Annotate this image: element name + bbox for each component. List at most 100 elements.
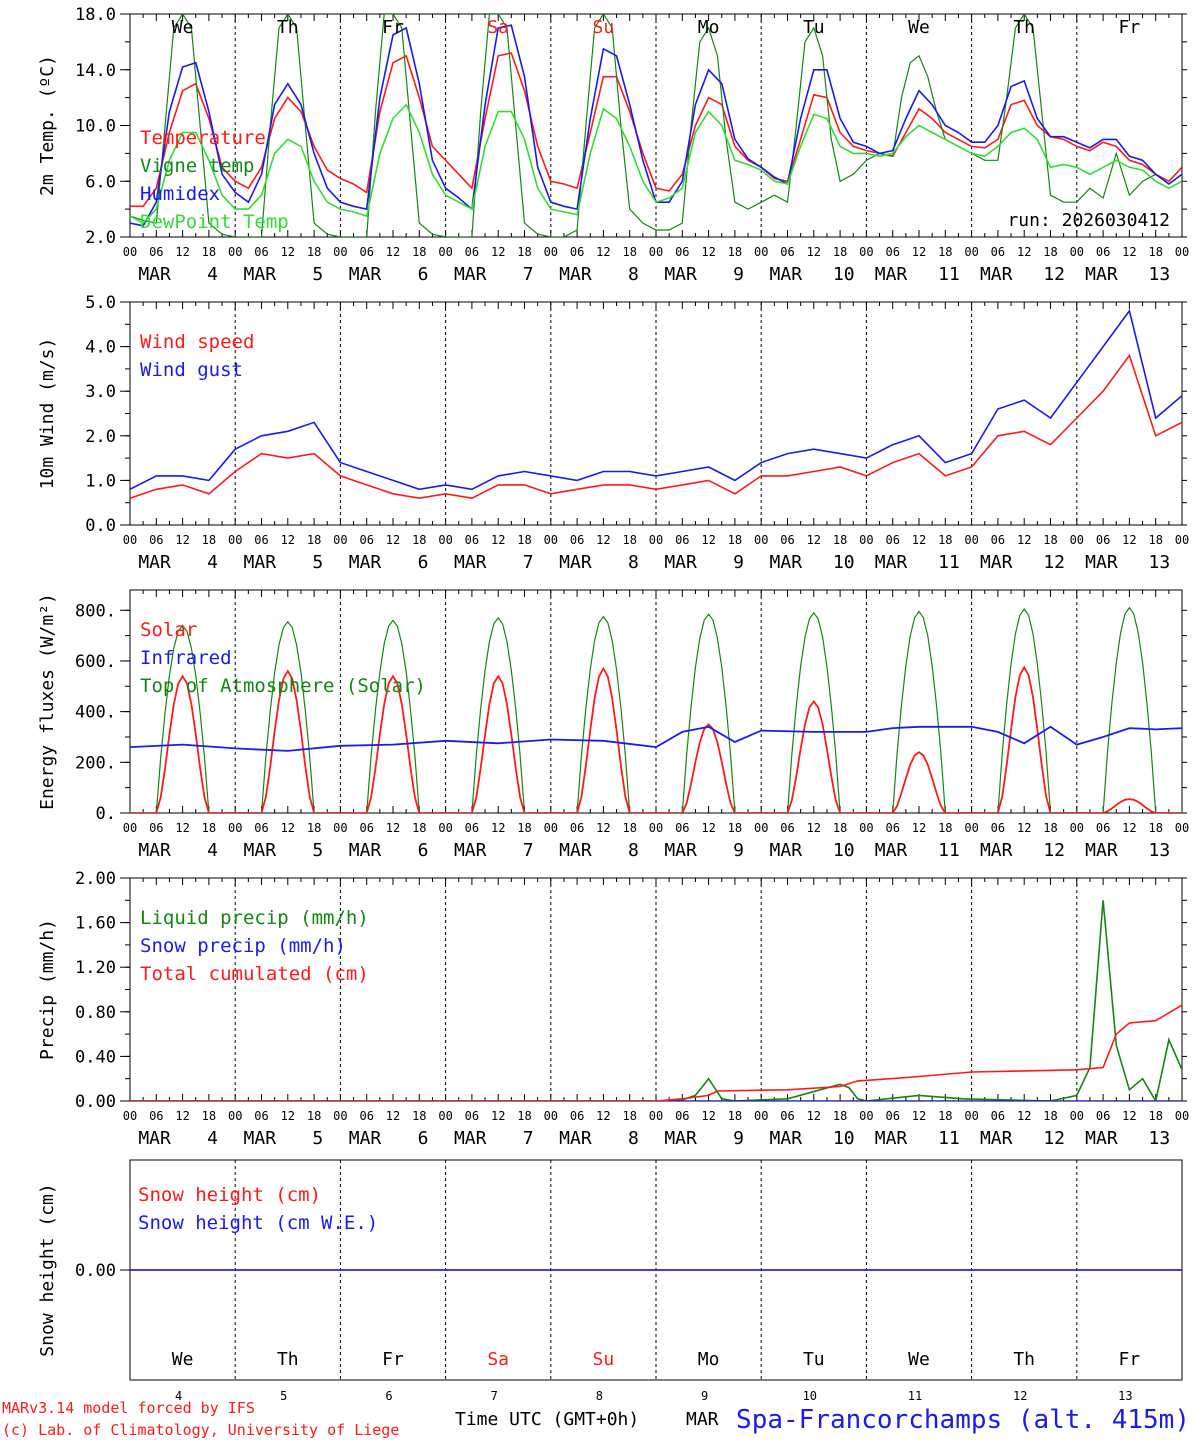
wind-hour-tick-label: 18: [833, 533, 847, 547]
temp-hour-tick-label: 06: [1096, 245, 1110, 259]
temp-month-label: MAR: [770, 264, 803, 285]
flux-hour-tick-label: 18: [833, 821, 847, 835]
flux-month-label: MAR: [454, 840, 487, 861]
precip-hour-tick-label: 06: [991, 1109, 1005, 1123]
temp-hour-tick-label: 12: [1122, 245, 1136, 259]
snow-ylabel: Snow height (cm): [37, 1183, 58, 1356]
wind-hour-tick-label: 12: [596, 533, 610, 547]
wind-date-label: 11: [938, 552, 960, 573]
flux-hour-tick-label: 00: [754, 821, 768, 835]
flux-hour-tick-label: 00: [1175, 821, 1189, 835]
flux-hour-tick-label: 12: [912, 821, 926, 835]
wind-month-label: MAR: [559, 552, 592, 573]
temp-hour-tick-label: 00: [1175, 245, 1189, 259]
wind-month-label: MAR: [454, 552, 487, 573]
bottom-date-label: 8: [596, 1389, 603, 1403]
wind-hour-tick-label: 06: [359, 533, 373, 547]
flux-hour-tick-label: 00: [123, 821, 137, 835]
wind-hour-tick-label: 00: [438, 533, 452, 547]
temp-hour-tick-label: 12: [701, 245, 715, 259]
temp-hour-tick-label: 06: [780, 245, 794, 259]
wind-ytick-label: 3.0: [85, 382, 116, 402]
temp-hour-tick-label: 06: [991, 245, 1005, 259]
flux-date-label: 4: [207, 840, 218, 861]
wind-ytick-label: 4.0: [85, 338, 116, 358]
precip-hour-tick-label: 06: [254, 1109, 268, 1123]
wind-hour-tick-label: 12: [175, 533, 189, 547]
flux-hour-tick-label: 12: [386, 821, 400, 835]
temp-date-label: 10: [833, 264, 855, 285]
temp-month-label: MAR: [244, 264, 277, 285]
temp-hour-tick-label: 00: [228, 245, 242, 259]
flux-hour-tick-label: 06: [359, 821, 373, 835]
flux-hour-tick-label: 06: [149, 821, 163, 835]
liquid-precip-mm-h-line: [130, 900, 1182, 1101]
weekday-label-bottom: Fr: [1119, 1349, 1141, 1370]
precip-hour-tick-label: 00: [754, 1109, 768, 1123]
precip-hour-tick-label: 06: [149, 1109, 163, 1123]
snow-legend-entry: Snow height (cm): [138, 1184, 321, 1206]
temp-date-label: 8: [628, 264, 639, 285]
weekday-label-top: Th: [277, 17, 299, 38]
temp-month-label: MAR: [349, 264, 382, 285]
panel-wind: 00 06 12 18 00 06 12 18 00 06 12 18 00 06 12 18 00 06 12 18…: [37, 293, 1189, 573]
flux-ytick-label: 600.: [75, 652, 116, 672]
wind-hour-tick-label: 06: [254, 533, 268, 547]
temp-hour-tick-label: 12: [807, 245, 821, 259]
wind-legend-entry: Wind gust: [140, 359, 243, 381]
temp-legend-entry: Temperature: [140, 127, 266, 149]
temp-hour-tick-label: 18: [517, 245, 531, 259]
wind-hour-tick-label: 12: [701, 533, 715, 547]
precip-date-label: 7: [523, 1128, 534, 1149]
toa-solar-line: [130, 606, 1182, 813]
temp-hour-tick-label: 12: [596, 245, 610, 259]
precip-legend-entry: Liquid precip (mm/h): [140, 907, 369, 929]
dewpoint-temp-line: [130, 103, 1182, 225]
flux-hour-tick-label: 06: [254, 821, 268, 835]
temp-ytick-label: 14.0: [75, 61, 116, 81]
precip-hour-tick-label: 18: [202, 1109, 216, 1123]
flux-hour-tick-label: 06: [465, 821, 479, 835]
wind-ylabel: 10m Wind (m/s): [37, 338, 58, 490]
temp-ytick-label: 10.0: [75, 117, 116, 137]
wind-hour-tick-label: 18: [938, 533, 952, 547]
precip-hour-tick-label: 00: [123, 1109, 137, 1123]
flux-hour-tick-label: 18: [202, 821, 216, 835]
precip-hour-tick-label: 12: [596, 1109, 610, 1123]
precip-month-label: MAR: [770, 1128, 803, 1149]
temp-ytick-label: 18.0: [75, 5, 116, 25]
bottom-date-label: 11: [908, 1389, 922, 1403]
flux-month-label: MAR: [559, 840, 592, 861]
temp-month-label: MAR: [980, 264, 1013, 285]
precip-hour-tick-label: 12: [1017, 1109, 1031, 1123]
wind-hour-tick-label: 12: [491, 533, 505, 547]
flux-hour-tick-label: 18: [938, 821, 952, 835]
wind-hour-tick-label: 18: [1043, 533, 1057, 547]
precip-ytick-label: 0.80: [75, 1003, 116, 1023]
temp-hour-tick-label: 12: [175, 245, 189, 259]
precip-month-label: MAR: [454, 1128, 487, 1149]
wind-hour-tick-label: 00: [333, 533, 347, 547]
wind-frame: [129, 301, 1183, 526]
panel-precip: 00 06 12 18 00 06 12 18 00 06 12 18 00 06 12 18 00 06 12 18…: [37, 869, 1189, 1149]
precip-hour-tick-label: 18: [938, 1109, 952, 1123]
wind-date-label: 5: [312, 552, 323, 573]
temp-hour-tick-label: 12: [281, 245, 295, 259]
bottom-date-label: 9: [701, 1389, 708, 1403]
flux-hour-tick-label: 18: [307, 821, 321, 835]
bottom-date-label: 6: [385, 1389, 392, 1403]
flux-date-label: 10: [833, 840, 855, 861]
flux-ytick-label: 200.: [75, 753, 116, 773]
flux-hour-tick-label: 06: [570, 821, 584, 835]
temp-legend-entry: Humidex: [140, 183, 220, 205]
weekday-label-bottom: Fr: [382, 1349, 404, 1370]
flux-hour-tick-label: 12: [807, 821, 821, 835]
precip-hour-tick-label: 06: [1096, 1109, 1110, 1123]
wind-date-label: 4: [207, 552, 218, 573]
flux-hour-tick-label: 18: [622, 821, 636, 835]
wind-hour-tick-label: 00: [964, 533, 978, 547]
flux-hour-tick-label: 06: [675, 821, 689, 835]
flux-date-label: 8: [628, 840, 639, 861]
temp-date-label: 6: [418, 264, 429, 285]
temp-hour-tick-label: 12: [491, 245, 505, 259]
